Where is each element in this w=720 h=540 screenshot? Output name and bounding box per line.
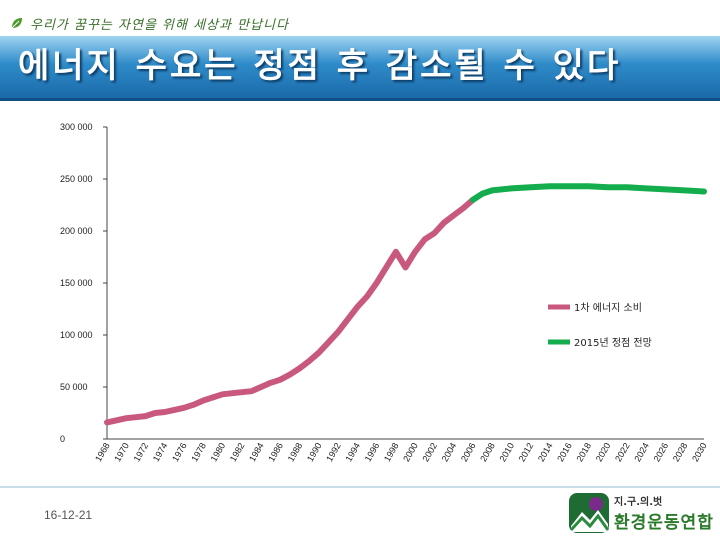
legend-label-series-1: 1차 에너지 소비	[574, 302, 642, 314]
x-tick-label: 2010	[497, 441, 516, 463]
page-title: 에너지 수요는 정점 후 감소될 수 있다	[18, 46, 622, 86]
logo-top-text: 지.구.의.벗	[614, 497, 663, 508]
x-tick-label: 1994	[343, 441, 362, 463]
x-tick-label: 1986	[266, 441, 285, 463]
leaf-icon	[11, 18, 22, 29]
x-tick-label: 1972	[132, 441, 151, 463]
y-tick-label: 250 000	[60, 174, 93, 184]
y-axis-labels: 0 50 000 100 000 150 000 200 000 250 000 300 0…	[60, 122, 107, 444]
logo-texts: 지.구.의.벗 환경운동연합	[614, 493, 714, 533]
title-band: 에너지 수요는 정점 후 감소될 수 있다	[0, 36, 720, 101]
y-tick-label: 150 000	[60, 278, 93, 288]
footer-divider	[0, 486, 720, 488]
x-tick-label: 1970	[112, 441, 131, 463]
footer-date: 16-12-21	[44, 508, 93, 522]
x-tick-label: 1998	[382, 441, 401, 463]
x-tick-label: 1980	[209, 441, 228, 463]
x-tick-label: 2016	[555, 441, 574, 463]
x-tick-label: 1992	[324, 441, 343, 463]
x-tick-label: 1984	[247, 441, 266, 463]
x-tick-label: 2026	[652, 441, 671, 463]
x-tick-label: 1974	[151, 441, 170, 463]
x-tick-label: 2028	[671, 441, 690, 463]
slogan: 우리가 꿈꾸는 자연을 위해 세상과 만납니다	[10, 8, 289, 38]
x-tick-label: 1988	[286, 441, 305, 463]
x-tick-label: 1978	[189, 441, 208, 463]
y-tick-label: 200 000	[60, 226, 93, 236]
x-tick-label: 2006	[459, 441, 478, 463]
series-lines	[104, 183, 707, 426]
y-tick-label: 50 000	[60, 382, 88, 392]
legend: 1차 에너지 소비 2015년 정점 전망	[548, 302, 652, 349]
y-tick-label: 100 000	[60, 330, 93, 340]
x-tick-label: 1968	[93, 441, 112, 463]
x-tick-label: 1982	[228, 441, 247, 463]
line-chart: 0 50 000 100 000 150 000 200 000 250 000 300 0…	[60, 122, 709, 463]
x-tick-label: 2014	[536, 441, 555, 463]
x-tick-label: 1976	[170, 441, 189, 463]
x-tick-label: 2004	[440, 441, 459, 463]
chart-area: 0 50 000 100 000 150 000 200 000 250 000 300 0…	[0, 100, 720, 480]
x-tick-label: 2000	[401, 441, 420, 463]
x-axis-labels: 1968 1970 1972 1974 1976 1978 1980 1982 1984 1986…	[93, 441, 709, 463]
x-tick-label: 2008	[478, 441, 497, 463]
kfem-logo: 지.구.의.벗 환경운동연합	[568, 490, 718, 536]
x-tick-label: 2020	[594, 441, 613, 463]
y-tick-label: 0	[60, 434, 65, 444]
x-tick-label: 2018	[575, 441, 594, 463]
series-line-1	[104, 196, 476, 426]
x-tick-label: 2002	[420, 441, 439, 463]
x-tick-label: 2030	[690, 441, 709, 463]
y-tick-label: 300 000	[60, 122, 93, 132]
x-tick-label: 2024	[632, 441, 651, 463]
legend-label-series-2: 2015년 정점 전망	[574, 337, 652, 349]
x-tick-label: 2012	[517, 441, 536, 463]
slogan-text: 우리가 꿈꾸는 자연을 위해 세상과 만납니다	[30, 17, 289, 33]
x-tick-label: 1990	[305, 441, 324, 463]
x-tick-label: 1996	[363, 441, 382, 463]
logo-main-text: 환경운동연합	[614, 513, 714, 533]
x-tick-label: 2022	[613, 441, 632, 463]
kfem-logo-icon	[569, 493, 610, 533]
series-line-2	[469, 183, 707, 203]
